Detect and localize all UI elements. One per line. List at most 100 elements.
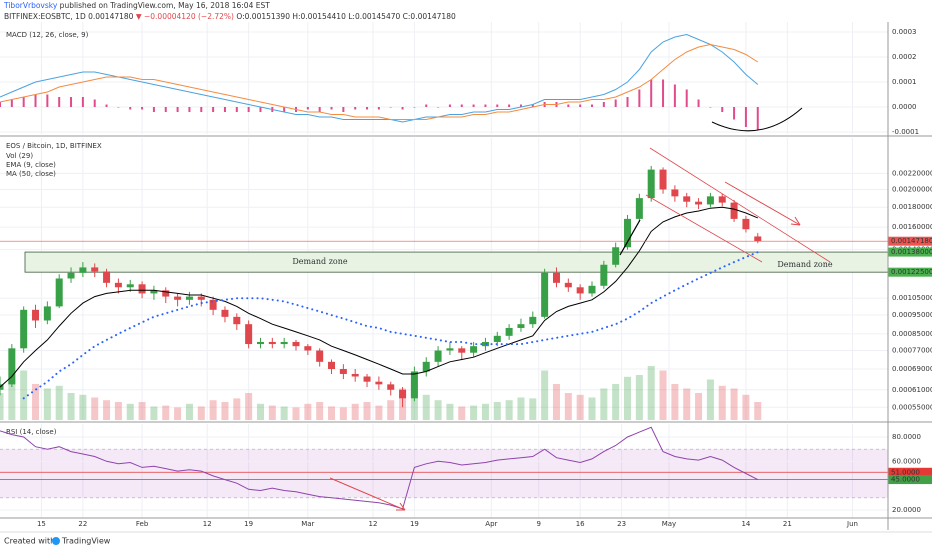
volume-bar	[706, 379, 714, 420]
histogram-bar	[472, 104, 475, 107]
arrow-line	[329, 477, 406, 511]
level-label: 51.0000	[891, 468, 920, 476]
candle-body	[162, 290, 170, 297]
histogram-bar	[342, 107, 345, 112]
histogram-bar	[306, 107, 309, 110]
y-tick-label: 0.00160000	[892, 223, 932, 231]
candle-body	[671, 189, 679, 197]
volume-bar	[221, 402, 229, 420]
x-tick-label: 9	[536, 520, 540, 528]
histogram-bar	[366, 107, 369, 110]
volume-bar	[174, 407, 182, 420]
volume-bar	[458, 406, 466, 420]
y-tick-label: 0.00061000	[892, 386, 932, 394]
candle-body	[114, 282, 122, 288]
candle-body	[387, 384, 395, 390]
volume-bar	[292, 407, 300, 420]
y-tick-label: 20.0000	[892, 506, 921, 514]
change: ▼ −0.00004120 (−2.72%)	[133, 12, 236, 21]
y-tick-label: 60.0000	[892, 457, 921, 465]
x-tick-label: 19	[244, 520, 253, 528]
logo	[52, 537, 60, 545]
histogram-bar	[448, 104, 451, 107]
histogram-bar	[283, 107, 286, 112]
candle-body	[600, 264, 608, 286]
histogram-bar	[685, 89, 688, 107]
histogram-bar	[531, 104, 534, 107]
candle-body	[103, 271, 111, 283]
volume-bar	[245, 393, 253, 420]
histogram-bar	[401, 107, 404, 110]
candle-body	[185, 296, 193, 300]
y-tick-label: 0.0002	[892, 53, 917, 61]
x-tick-label: 12	[203, 520, 212, 528]
histogram-bar	[247, 107, 250, 112]
histogram-bar	[484, 104, 487, 107]
candle-body	[612, 247, 620, 265]
volume-bar	[695, 393, 703, 420]
histogram-bar	[212, 107, 215, 112]
y-tick-label: 0.0003	[892, 28, 917, 36]
channel-line	[645, 194, 763, 263]
volume-bar	[387, 400, 395, 420]
volume-bar	[209, 400, 217, 420]
volume-bar	[375, 405, 383, 420]
candle-body	[588, 285, 596, 294]
candle-body	[541, 272, 549, 317]
price-marker-label: 0.00138000	[891, 248, 932, 256]
y-tick-label: 0.00105000	[892, 294, 932, 302]
last-price: 0.00147180	[88, 12, 134, 21]
volume-bar	[541, 370, 549, 420]
y-tick-label: 0.00069000	[892, 365, 932, 373]
candle-body	[695, 201, 703, 205]
candle-body	[8, 348, 16, 385]
volume-bar	[256, 403, 264, 420]
volume-bar	[754, 402, 762, 420]
histogram-bar	[58, 97, 61, 107]
histogram-bar	[22, 97, 25, 107]
histogram-bar	[46, 94, 49, 107]
candle-body	[422, 361, 430, 372]
histogram-bar	[10, 99, 13, 107]
volume-bar	[422, 394, 430, 420]
y-tick-label: 0.00085000	[892, 330, 932, 338]
y-tick-label: 0.00200000	[892, 185, 932, 193]
author[interactable]: TiborVrbovsky	[3, 1, 58, 10]
indicator-label: MA (50, close)	[6, 170, 56, 178]
candle-body	[174, 296, 182, 300]
zone-label: Demand zone	[777, 260, 833, 269]
histogram-bar	[105, 104, 108, 107]
y-tick-label: 0.00077000	[892, 346, 932, 354]
candle-body	[351, 373, 359, 377]
symbol: BITFINEX:EOSBTC, 1D	[4, 12, 88, 21]
candle-body	[91, 267, 99, 272]
demand-zone	[24, 251, 889, 273]
arrow-head	[790, 216, 801, 226]
x-tick-label: 21	[783, 520, 792, 528]
brand[interactable]: TradingView	[61, 537, 111, 546]
y-tick-label: 0.0000	[892, 103, 917, 111]
price-marker	[888, 236, 932, 246]
volume-bar	[529, 398, 537, 420]
histogram-bar	[744, 107, 747, 127]
histogram-bar	[93, 99, 96, 107]
y-tick-label: 0.00220000	[892, 169, 932, 177]
histogram-bar	[81, 97, 84, 107]
trend-line	[619, 219, 641, 256]
candle-body	[446, 348, 454, 351]
x-tick-label: 12	[368, 520, 377, 528]
histogram-bar	[662, 79, 665, 107]
volume-bar	[683, 388, 691, 420]
candle-body	[635, 198, 643, 219]
volume-bar	[730, 388, 738, 420]
volume-bar	[126, 403, 134, 420]
histogram-bar	[223, 107, 226, 112]
volume-bar	[103, 400, 111, 420]
histogram-bar	[0, 102, 1, 107]
candle-body	[434, 350, 442, 362]
symbol-line: BITFINEX:EOSBTC, 1D 0.00147180 ▼ −0.0000…	[4, 12, 456, 21]
histogram-bar	[200, 107, 203, 112]
candle-body	[624, 218, 632, 248]
histogram-bar	[34, 94, 37, 107]
